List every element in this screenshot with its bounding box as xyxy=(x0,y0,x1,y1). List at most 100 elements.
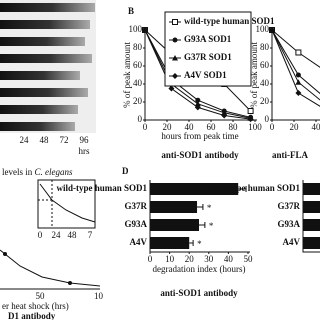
legend-label: A4V SOD1 xyxy=(184,70,227,80)
legend-label: G37R SOD1 xyxy=(184,52,232,62)
x-tick-label: 0 xyxy=(148,254,153,264)
marker xyxy=(295,79,302,85)
x-tick-label: 20 xyxy=(290,122,300,132)
x-tick-label: 40 xyxy=(312,122,320,132)
y-tick-label: 20 xyxy=(133,96,143,106)
bar xyxy=(303,237,320,249)
caption: D1 antibody xyxy=(8,311,56,320)
x-axis-label: hours from peak time xyxy=(161,131,238,141)
bar xyxy=(303,201,320,213)
bar xyxy=(150,201,198,213)
series-line xyxy=(271,29,320,95)
y-tick-label: 0 xyxy=(265,114,270,124)
y-axis-label: % of peak amount xyxy=(122,42,132,108)
lane-label: 72 xyxy=(60,135,69,145)
marker xyxy=(295,72,301,78)
lane-label: 24 xyxy=(20,135,30,145)
x-tick-label: 0 xyxy=(143,122,148,132)
marker xyxy=(194,104,201,111)
title-species: C. elegans xyxy=(35,167,73,177)
category-label: wild-type human SOD1 xyxy=(209,183,300,193)
marker xyxy=(295,90,302,96)
marker xyxy=(142,27,148,33)
title-start: levels in xyxy=(2,167,33,177)
inset-tick-label: 24 xyxy=(52,230,62,240)
significance-mark: * xyxy=(207,203,212,213)
x-tick-label: 20 xyxy=(185,254,195,264)
marker xyxy=(295,49,302,56)
legend-box xyxy=(164,11,252,87)
inset-tick-label: 0 xyxy=(38,230,43,240)
panel-label: D xyxy=(122,166,129,176)
x-tick-label: 50 xyxy=(244,254,254,264)
y-tick-label: 40 xyxy=(260,78,270,88)
caption: anti-SOD1 antibody xyxy=(160,288,238,298)
y-tick-label: 60 xyxy=(260,60,270,70)
x-tick-label: 0 xyxy=(270,122,275,132)
x-axis-label: er heat shock (hrs) xyxy=(2,301,69,311)
series-line xyxy=(271,29,320,107)
marker xyxy=(221,112,228,119)
panel-c-title: levels in C. elegans xyxy=(2,167,73,177)
x-tick-label: 10 xyxy=(94,291,104,301)
y-tick-label: 40 xyxy=(133,78,143,88)
lane-label: 96 xyxy=(80,135,90,145)
y-tick-label: 100 xyxy=(256,24,270,34)
lane-unit: hrs xyxy=(79,146,90,156)
x-tick-label: 50 xyxy=(36,291,46,301)
y-tick-label: 60 xyxy=(133,60,143,70)
x-tick-label: 60 xyxy=(207,122,217,132)
inset-tick-label: 48 xyxy=(68,230,78,240)
bar xyxy=(303,219,320,231)
panel-c-inset xyxy=(37,179,96,229)
y-tick-label: 80 xyxy=(133,42,143,52)
x-tick-label: 100 xyxy=(248,122,262,132)
legend-label: wild-type human SOD1 xyxy=(184,16,275,26)
category-label: G37R xyxy=(278,201,301,211)
marker xyxy=(195,97,201,103)
category-label: A4V xyxy=(130,237,148,247)
panel-c-curve xyxy=(0,249,101,290)
significance-mark: * xyxy=(197,239,202,249)
category-label: wild-type human SOD1 xyxy=(56,183,147,193)
category-label: G93A xyxy=(125,219,148,229)
x-tick-label: 80 xyxy=(229,122,239,132)
marker xyxy=(194,100,201,107)
y-tick-label: 20 xyxy=(260,96,270,106)
legend-label: G93A SOD1 xyxy=(184,34,232,44)
bar xyxy=(303,183,320,195)
lane-label: 48 xyxy=(40,135,50,145)
bar xyxy=(150,219,199,231)
inset-tick-label: 7 xyxy=(88,230,93,240)
legend-marker xyxy=(172,19,178,25)
series-line xyxy=(271,29,320,101)
marker xyxy=(247,108,254,114)
y-axis-label: % of peak amount xyxy=(249,42,259,108)
x-tick-label: 30 xyxy=(204,254,214,264)
legend-marker xyxy=(172,37,178,43)
category-label: G93A xyxy=(278,219,301,229)
caption: anti-FLA xyxy=(272,150,309,160)
x-axis-label: degradation index (hours) xyxy=(153,264,246,274)
panel-label: B xyxy=(128,6,134,16)
gel-image xyxy=(0,0,96,133)
legend-marker xyxy=(172,55,178,61)
caption: anti-SOD1 antibody xyxy=(161,150,239,160)
y-tick-label: 80 xyxy=(260,42,270,52)
y-tick-label: 0 xyxy=(138,114,143,124)
category-label: G37R xyxy=(125,201,148,211)
marker xyxy=(168,85,175,92)
x-tick-label: 10 xyxy=(165,254,175,264)
series-line xyxy=(271,29,320,68)
x-tick-label: 20 xyxy=(163,122,173,132)
category-label: A4V xyxy=(283,237,301,247)
y-tick-label: 100 xyxy=(129,24,143,34)
x-tick-label: 40 xyxy=(224,254,234,264)
marker xyxy=(269,27,275,33)
significance-mark: * xyxy=(209,221,214,231)
x-tick-label: 40 xyxy=(185,122,195,132)
bar xyxy=(150,237,190,249)
bar xyxy=(150,183,239,195)
marker xyxy=(247,116,254,123)
